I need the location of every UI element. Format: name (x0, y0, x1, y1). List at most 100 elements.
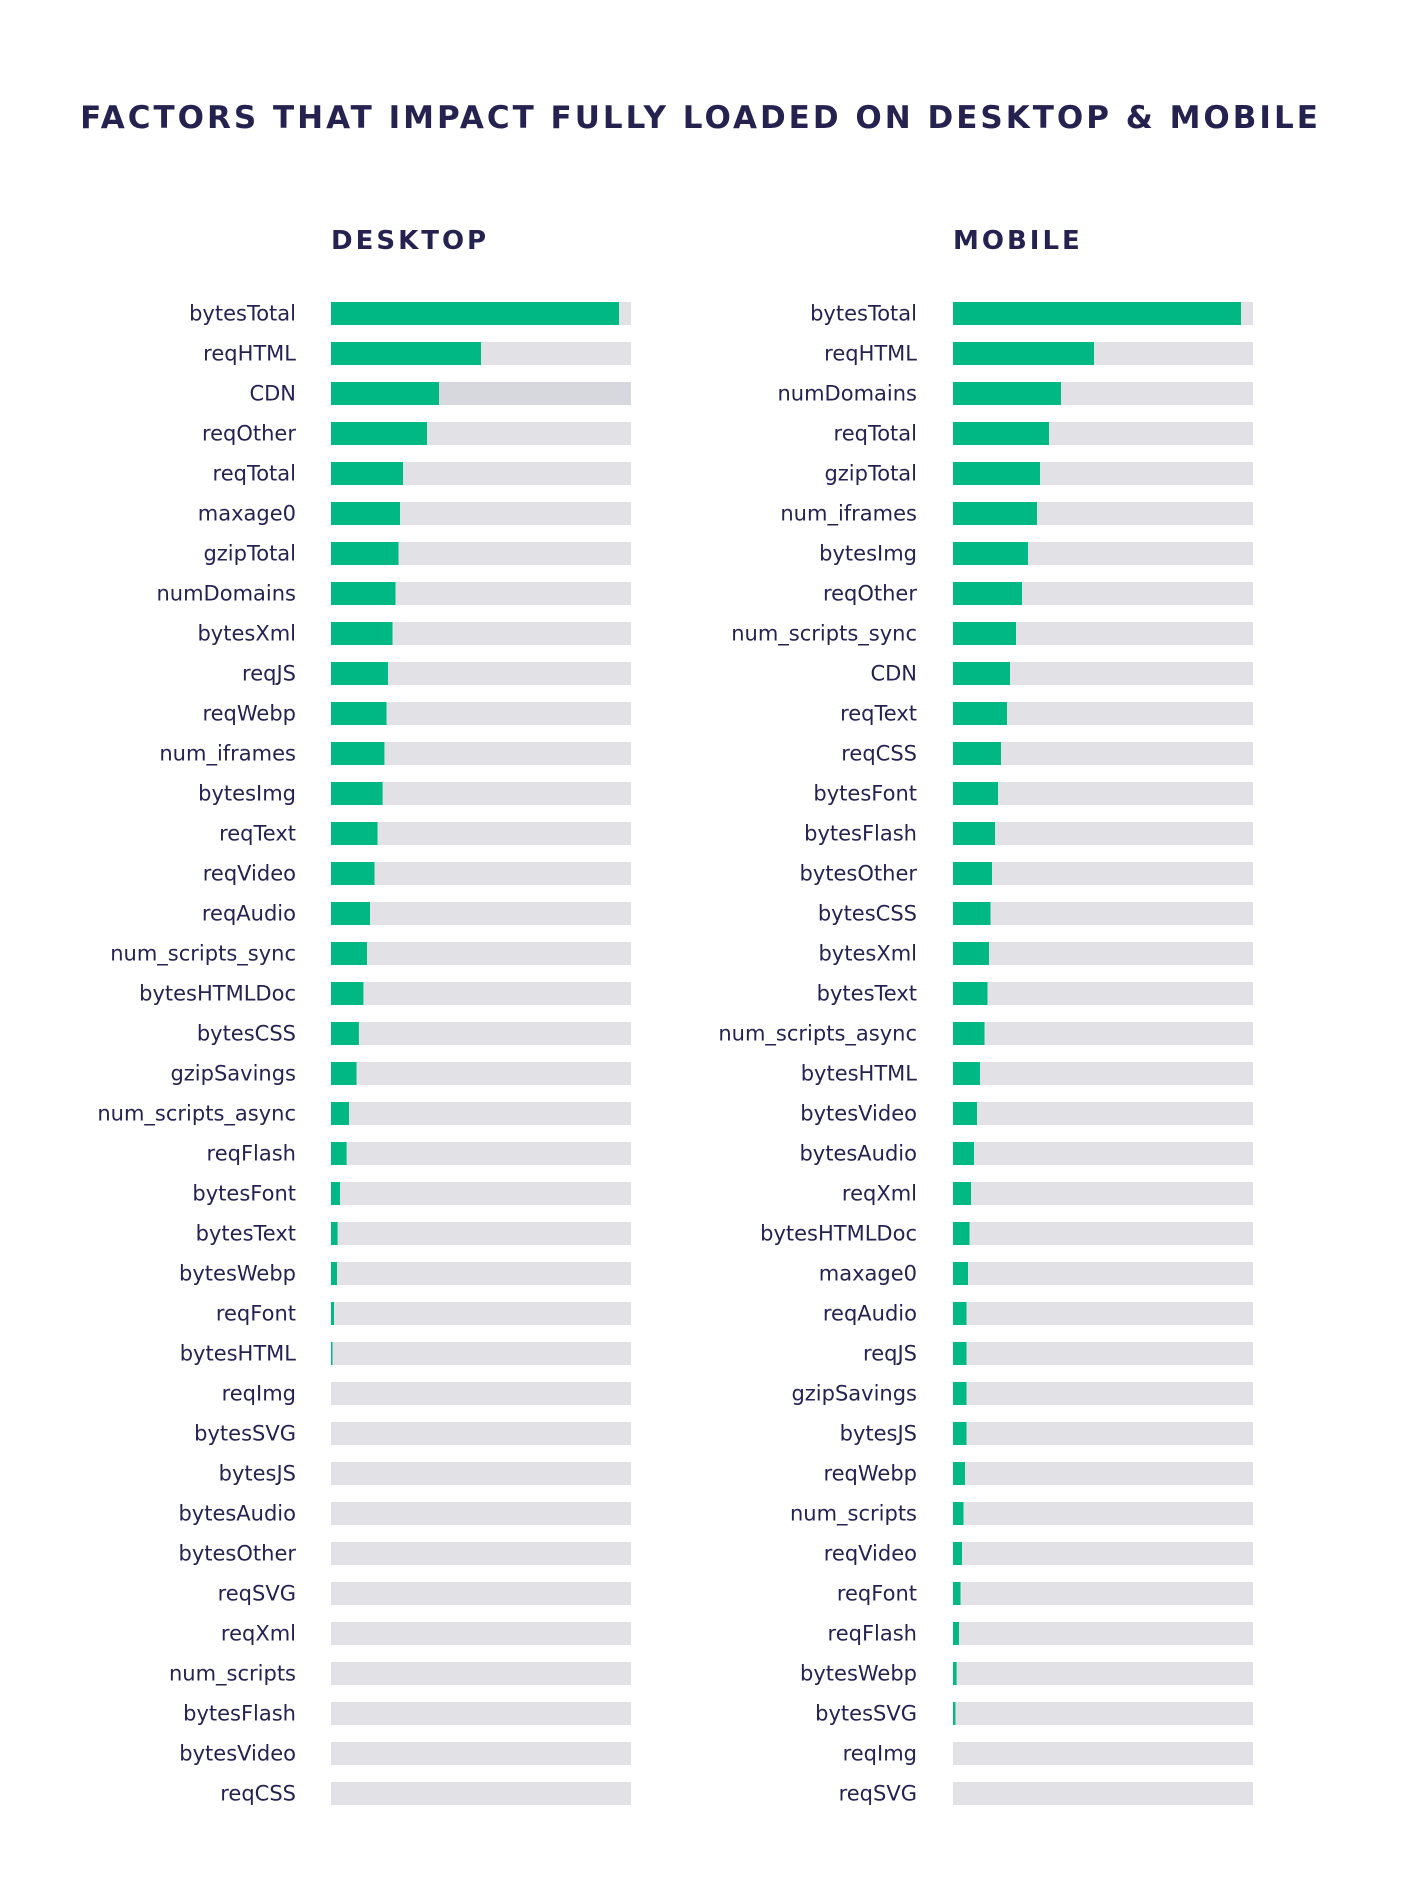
mobile-bar-track (953, 862, 1253, 885)
mobile-bar-bytesXml (953, 942, 989, 965)
desktop-category-label: reqVideo (203, 862, 296, 886)
desktop-bar-track (331, 662, 631, 685)
mobile-category-label: num_scripts (790, 1502, 917, 1527)
desktop-category-label: reqSVG (218, 1582, 296, 1606)
desktop-bar-bytesWebp (331, 1262, 337, 1285)
mobile-bar-track (953, 1142, 1253, 1165)
mobile-bar-reqVideo (953, 1542, 962, 1565)
mobile-bar-reqFlash (953, 1622, 959, 1645)
mobile-category-label: bytesHTMLDoc (760, 1222, 917, 1246)
mobile-category-label: bytesOther (800, 862, 918, 886)
mobile-bar-track (953, 1342, 1253, 1365)
mobile-category-label: bytesCSS (818, 902, 917, 926)
desktop-bar-track (331, 1782, 631, 1805)
desktop-bar-num_scripts_sync (331, 942, 367, 965)
desktop-category-label: bytesCSS (197, 1022, 296, 1046)
desktop-bar-num_iframes (331, 742, 385, 765)
desktop-panel-title: DESKTOP (331, 226, 489, 256)
desktop-category-label: reqHTML (203, 342, 296, 366)
mobile-category-label: bytesXml (818, 942, 917, 966)
desktop-category-label: num_scripts_async (97, 1102, 296, 1127)
mobile-bar-track (953, 982, 1253, 1005)
mobile-category-label: bytesFont (813, 782, 917, 806)
mobile-bar-gzipTotal (953, 462, 1040, 485)
mobile-bar-track (953, 1182, 1253, 1205)
mobile-bar-bytesTotal (953, 302, 1241, 325)
desktop-bar-gzipTotal (331, 542, 399, 565)
mobile-category-label: reqXml (842, 1182, 917, 1206)
mobile-category-label: reqJS (863, 1342, 917, 1366)
mobile-bar-track (953, 1582, 1253, 1605)
mobile-bar-bytesFlash (953, 822, 995, 845)
mobile-bar-track (953, 1062, 1253, 1085)
desktop-panel: DESKTOP bytesTotal reqHTML CDN reqOther reqTo… (97, 226, 631, 1806)
mobile-bar-bytesAudio (953, 1142, 974, 1165)
mobile-category-label: reqFont (837, 1582, 917, 1606)
mobile-bar-reqText (953, 702, 1007, 725)
mobile-bar-track (953, 1782, 1253, 1805)
desktop-bar-reqAudio (331, 902, 370, 925)
desktop-bar-track (331, 902, 631, 925)
desktop-bar-track (331, 1302, 631, 1325)
desktop-bar-reqHTML (331, 342, 481, 365)
mobile-category-label: reqSVG (839, 1782, 917, 1806)
desktop-bar-track (331, 1422, 631, 1445)
mobile-bar-track (953, 1622, 1253, 1645)
desktop-bar-maxage0 (331, 502, 400, 525)
mobile-category-label: bytesTotal (810, 302, 917, 326)
mobile-category-label: reqTotal (834, 422, 917, 446)
mobile-category-label: bytesWebp (800, 1662, 917, 1686)
mobile-bar-reqTotal (953, 422, 1049, 445)
mobile-bar-numDomains (953, 382, 1061, 405)
mobile-category-label: reqCSS (841, 742, 917, 766)
desktop-bar-track (331, 1502, 631, 1525)
desktop-category-label: bytesAudio (178, 1502, 296, 1526)
mobile-category-label: CDN (870, 662, 917, 686)
desktop-bar-track (331, 1342, 631, 1365)
mobile-bar-num_iframes (953, 502, 1037, 525)
desktop-category-label: reqText (219, 822, 296, 846)
mobile-bar-track (953, 1542, 1253, 1565)
mobile-bar-track (953, 782, 1253, 805)
desktop-bar-numDomains (331, 582, 396, 605)
mobile-bar-track (953, 1382, 1253, 1405)
mobile-category-label: gzipTotal (824, 462, 917, 486)
desktop-category-label: bytesSVG (194, 1422, 296, 1446)
desktop-bar-track (331, 462, 631, 485)
desktop-bar-bytesFont (331, 1182, 340, 1205)
desktop-bar-bytesHTMLDoc (331, 982, 364, 1005)
desktop-bar-track (331, 582, 631, 605)
desktop-bar-track (331, 1062, 631, 1085)
mobile-bar-track (953, 1102, 1253, 1125)
mobile-bar-bytesHTML (953, 1062, 980, 1085)
desktop-bar-track (331, 1662, 631, 1685)
desktop-category-label: CDN (249, 382, 296, 406)
mobile-bar-reqOther (953, 582, 1022, 605)
desktop-category-label: reqAudio (202, 902, 296, 926)
mobile-category-label: reqHTML (824, 342, 917, 366)
desktop-bar-num_scripts_async (331, 1102, 349, 1125)
desktop-category-label: reqJS (242, 662, 296, 686)
mobile-bar-track (953, 622, 1253, 645)
desktop-category-label: bytesOther (179, 1542, 297, 1566)
desktop-bar-reqFont (331, 1302, 334, 1325)
desktop-category-label: bytesXml (197, 622, 296, 646)
desktop-bar-bytesImg (331, 782, 383, 805)
mobile-bar-maxage0 (953, 1262, 968, 1285)
desktop-category-label: numDomains (156, 582, 296, 606)
mobile-category-label: bytesJS (840, 1422, 917, 1446)
desktop-bar-track (331, 1222, 631, 1245)
desktop-bar-reqTotal (331, 462, 403, 485)
desktop-bar-reqOther (331, 422, 427, 445)
desktop-category-label: reqCSS (220, 1782, 296, 1806)
mobile-category-label: reqFlash (828, 1622, 917, 1646)
desktop-bar-track (331, 1102, 631, 1125)
desktop-bar-track (331, 982, 631, 1005)
desktop-category-label: num_iframes (159, 742, 296, 767)
desktop-category-label: gzipSavings (170, 1062, 296, 1086)
desktop-bar-track (331, 1382, 631, 1405)
desktop-bar-track (331, 1702, 631, 1725)
desktop-bar-track (331, 702, 631, 725)
desktop-bar-track (331, 1582, 631, 1605)
mobile-category-label: reqWebp (823, 1462, 917, 1486)
